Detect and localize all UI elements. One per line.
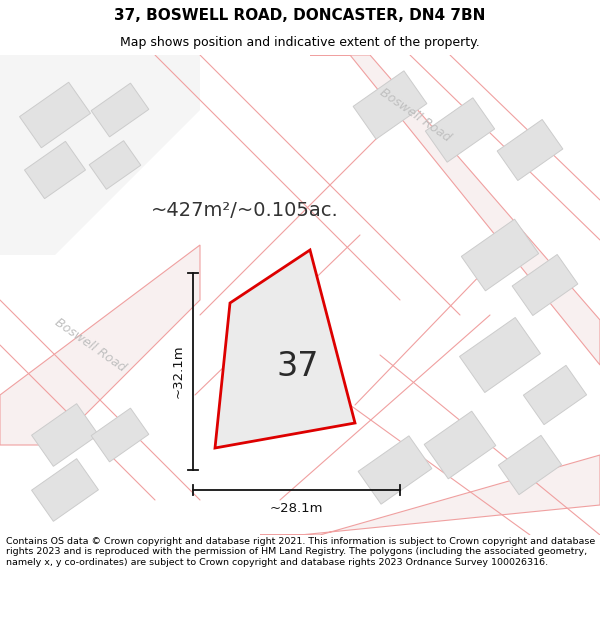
Polygon shape [424,411,496,479]
Polygon shape [461,219,539,291]
Polygon shape [512,254,578,316]
Polygon shape [91,83,149,137]
Text: ~427m²/~0.105ac.: ~427m²/~0.105ac. [151,201,339,219]
Polygon shape [215,250,355,448]
Polygon shape [499,436,562,494]
Polygon shape [425,98,494,162]
Polygon shape [0,55,200,255]
Polygon shape [353,71,427,139]
Polygon shape [20,82,91,148]
Text: Map shows position and indicative extent of the property.: Map shows position and indicative extent… [120,36,480,49]
Text: ~28.1m: ~28.1m [270,501,323,514]
Polygon shape [523,366,587,424]
Polygon shape [25,141,86,199]
Polygon shape [460,318,541,392]
Polygon shape [260,455,600,535]
Text: 37: 37 [276,349,319,382]
Text: ~32.1m: ~32.1m [172,345,185,398]
Text: 37, BOSWELL ROAD, DONCASTER, DN4 7BN: 37, BOSWELL ROAD, DONCASTER, DN4 7BN [115,8,485,23]
Polygon shape [358,436,432,504]
Polygon shape [310,55,600,365]
Text: Contains OS data © Crown copyright and database right 2021. This information is : Contains OS data © Crown copyright and d… [6,537,595,567]
Polygon shape [91,408,149,462]
Text: Boswell Road: Boswell Road [52,316,128,374]
Polygon shape [89,141,141,189]
Polygon shape [0,245,200,445]
Polygon shape [32,404,98,466]
Polygon shape [32,459,98,521]
Text: Boswell Road: Boswell Road [377,86,453,144]
Polygon shape [497,119,563,181]
